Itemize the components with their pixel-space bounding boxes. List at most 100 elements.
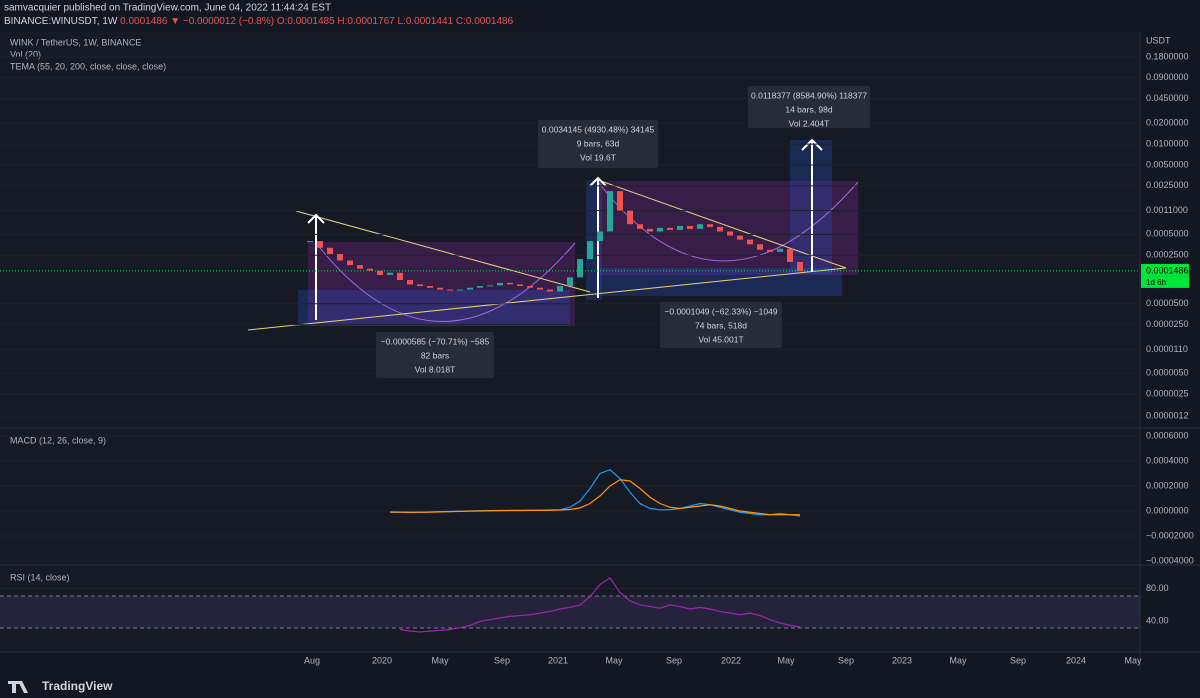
candle	[367, 268, 373, 271]
last-price-box	[1141, 263, 1189, 277]
candle	[467, 287, 473, 290]
annotation-box	[376, 332, 494, 378]
x-tick-label: 2023	[892, 655, 912, 665]
annotation-text: Vol 8.018T	[415, 364, 456, 374]
last: 0.0001486	[120, 16, 168, 27]
y-tick-label: 0.0006000	[1146, 430, 1189, 440]
y-tick-label: 0.0004000	[1146, 455, 1189, 465]
y-tick-label: 0.0900000	[1146, 72, 1189, 82]
macd-title: MACD (12, 26, close, 9)	[10, 435, 106, 445]
y-tick-label: 0.0200000	[1146, 118, 1189, 128]
candle	[327, 247, 333, 255]
y-tick-label: −0.0002000	[1146, 530, 1194, 540]
x-tick-label: 2024	[1066, 655, 1086, 665]
candle	[797, 261, 803, 271]
x-tick-label: 2022	[721, 655, 741, 665]
annotation-text: Vol 2.404T	[789, 118, 830, 128]
annotation-text: Vol 45.001T	[698, 334, 743, 344]
candle	[727, 231, 733, 236]
trend-line	[295, 210, 591, 293]
x-tick-label: Sep	[1010, 655, 1026, 665]
annotation-text: 9 bars, 63d	[577, 138, 620, 148]
candle	[717, 226, 723, 232]
countdown-box	[1141, 276, 1189, 288]
legend-volume: Vol (20)	[10, 49, 41, 59]
y-tick-label: 0.0000025	[1146, 388, 1189, 398]
legend-tema: TEMA (55, 20, 200, close, close, close)	[10, 61, 166, 71]
last-price-label: 0.0001486	[1146, 265, 1189, 275]
x-tick-label: May	[605, 655, 623, 665]
x-tick-label: 2020	[372, 655, 392, 665]
y-tick-label: 0.0450000	[1146, 93, 1189, 103]
candle	[407, 279, 413, 285]
x-tick-label: Sep	[666, 655, 682, 665]
annotation-text: −0.0001049 (−62.33%) −1049	[664, 306, 777, 316]
candle	[657, 227, 663, 232]
candle	[677, 225, 683, 230]
candle	[707, 224, 713, 227]
candle	[377, 270, 383, 275]
y-tick-label: 0.0000000	[1146, 505, 1189, 515]
ohlc: O:0.0001485 H:0.0001767 L:0.0001441 C:0.…	[277, 16, 514, 27]
y-tick-label: 0.0100000	[1146, 138, 1189, 148]
rsi-title: RSI (14, close)	[10, 572, 70, 582]
y-tick-label: 0.0000250	[1146, 319, 1189, 329]
trend-line	[247, 267, 847, 331]
candle	[747, 239, 753, 245]
annotation-text: Vol 19.6T	[580, 152, 616, 162]
candle	[447, 289, 453, 291]
annotation-text: 0.0034145 (4930.48%) 34145	[542, 124, 655, 134]
indicator-line	[399, 577, 801, 633]
annotation-box	[748, 86, 870, 128]
change: ▼ −0.0000012 (−0.8%)	[170, 16, 274, 27]
candle	[687, 225, 693, 229]
publisher: samvacquier published on TradingView.com…	[4, 3, 331, 14]
candle	[787, 248, 793, 262]
y-tick-label: 80.00	[1146, 583, 1169, 593]
candle	[357, 265, 363, 269]
candle	[337, 254, 343, 261]
candle	[567, 277, 573, 287]
y-tick-label: 0.0002500	[1146, 250, 1189, 260]
x-tick-label: Aug	[304, 655, 320, 665]
candle	[517, 284, 523, 287]
unit: USDT	[1146, 35, 1171, 45]
annotation-box	[538, 120, 658, 168]
candle	[417, 284, 423, 287]
annotation-box	[660, 302, 782, 348]
x-tick-label: May	[777, 655, 795, 665]
arrow	[307, 213, 325, 320]
candle	[487, 285, 493, 287]
arrow	[801, 138, 823, 272]
y-tick-label: 0.0002000	[1146, 480, 1189, 490]
rsi-band	[0, 596, 1140, 628]
annotation-text: 14 bars, 98d	[785, 104, 833, 114]
candle	[527, 286, 533, 288]
candle	[777, 248, 783, 252]
candle	[497, 282, 503, 286]
candle	[767, 249, 773, 252]
y-tick-label: 0.0005000	[1146, 229, 1189, 239]
candle	[667, 227, 673, 230]
annotation-text: 74 bars, 518d	[695, 320, 747, 330]
candle	[457, 289, 463, 291]
candle	[617, 191, 623, 211]
symbol: BINANCE:WINUSDT, 1W	[4, 16, 118, 27]
y-tick-label: 0.1800000	[1146, 51, 1189, 61]
annotation-text: −0.0000585 (−70.71%) −585	[381, 336, 490, 346]
candle	[387, 272, 393, 275]
candle	[427, 286, 433, 288]
candle	[597, 231, 603, 242]
candle	[737, 235, 743, 240]
y-tick-label: 0.0011000	[1146, 205, 1188, 215]
y-tick-label: 0.0000050	[1146, 368, 1189, 378]
footer-logo: TradingView	[42, 679, 113, 693]
candle	[757, 244, 763, 250]
range-box	[308, 242, 575, 326]
symbol-line: BINANCE:WINUSDT, 1W 0.0001486 ▼ −0.00000…	[4, 16, 514, 27]
trend-line	[597, 179, 847, 269]
indicator-line	[389, 479, 800, 516]
candle	[547, 289, 553, 292]
y-tick-label: 0.0050000	[1146, 159, 1189, 169]
